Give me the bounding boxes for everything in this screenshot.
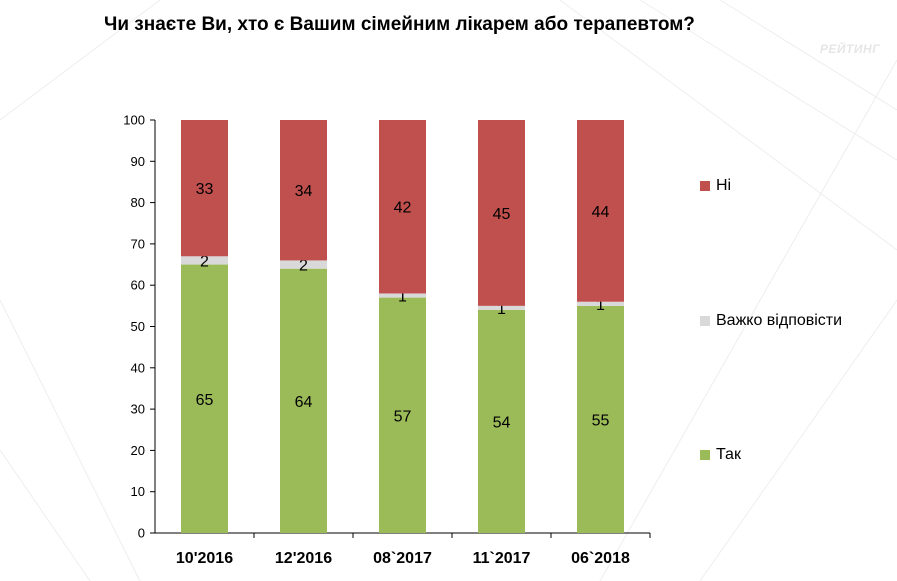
y-tick-label: 60 [131, 278, 145, 293]
legend-item: Важко відповісти [700, 312, 842, 330]
rating-logo: РЕЙТИНГ [815, 4, 885, 56]
bar-segment [478, 309, 525, 533]
x-category-label: 12'2016 [275, 550, 332, 567]
x-category-label: 08`2017 [373, 550, 432, 567]
bar-segment [577, 120, 624, 302]
bar-segment [577, 305, 624, 533]
data-label: 45 [493, 206, 511, 223]
y-tick-label: 0 [138, 526, 145, 541]
data-label: 1 [596, 297, 605, 314]
bar-segment [478, 120, 525, 306]
bar-segment [181, 264, 228, 533]
y-tick-label: 40 [131, 360, 145, 375]
logo-text: РЕЙТИНГ [819, 42, 881, 56]
y-tick-label: 90 [131, 154, 145, 169]
data-label: 34 [295, 183, 313, 200]
data-label: 55 [592, 412, 610, 429]
legend-swatch [700, 181, 710, 191]
data-label: 44 [592, 204, 610, 221]
y-tick-label: 20 [131, 443, 145, 458]
legend-label: Так [716, 446, 741, 463]
data-label: 2 [200, 253, 209, 270]
y-tick-label: 50 [131, 319, 145, 334]
legend-label: Важко відповісти [716, 312, 843, 329]
data-label: 1 [497, 301, 506, 318]
legend-label: Ні [716, 177, 732, 194]
data-label: 64 [295, 394, 313, 411]
legend-item: Так [700, 446, 741, 464]
bar-segment [181, 256, 228, 265]
legend-swatch [700, 450, 710, 460]
y-tick-label: 100 [123, 113, 145, 128]
x-category-label: 06`2018 [571, 550, 630, 567]
legend-item: Ні [700, 177, 731, 195]
bar-segment [181, 120, 228, 257]
chart-legend: Ні Важко відповісти Так [700, 0, 890, 581]
x-category-label: 11`2017 [473, 550, 531, 567]
bar-segment [577, 301, 624, 306]
bar-segment [379, 297, 426, 533]
y-tick-label: 10 [131, 484, 145, 499]
bar-segment [379, 293, 426, 298]
y-tick-label: 30 [131, 402, 145, 417]
y-tick-label: 80 [131, 195, 145, 210]
bar-segment [280, 268, 327, 533]
x-category-label: 10'2016 [176, 550, 233, 567]
bar-segment [478, 305, 525, 310]
data-label: 57 [394, 408, 412, 425]
y-tick-label: 70 [131, 236, 145, 251]
data-label: 2 [299, 258, 308, 275]
chart-title: Чи знаєте Ви, хто є Вашим сімейним лікар… [104, 14, 695, 35]
data-label: 54 [493, 414, 511, 431]
data-label: 1 [398, 289, 407, 306]
data-label: 65 [196, 392, 214, 409]
data-label: 33 [196, 181, 214, 198]
legend-swatch [700, 316, 710, 326]
bar-segment [280, 120, 327, 261]
bar-segment [280, 260, 327, 269]
data-label: 42 [394, 200, 412, 217]
bar-segment [379, 120, 426, 294]
